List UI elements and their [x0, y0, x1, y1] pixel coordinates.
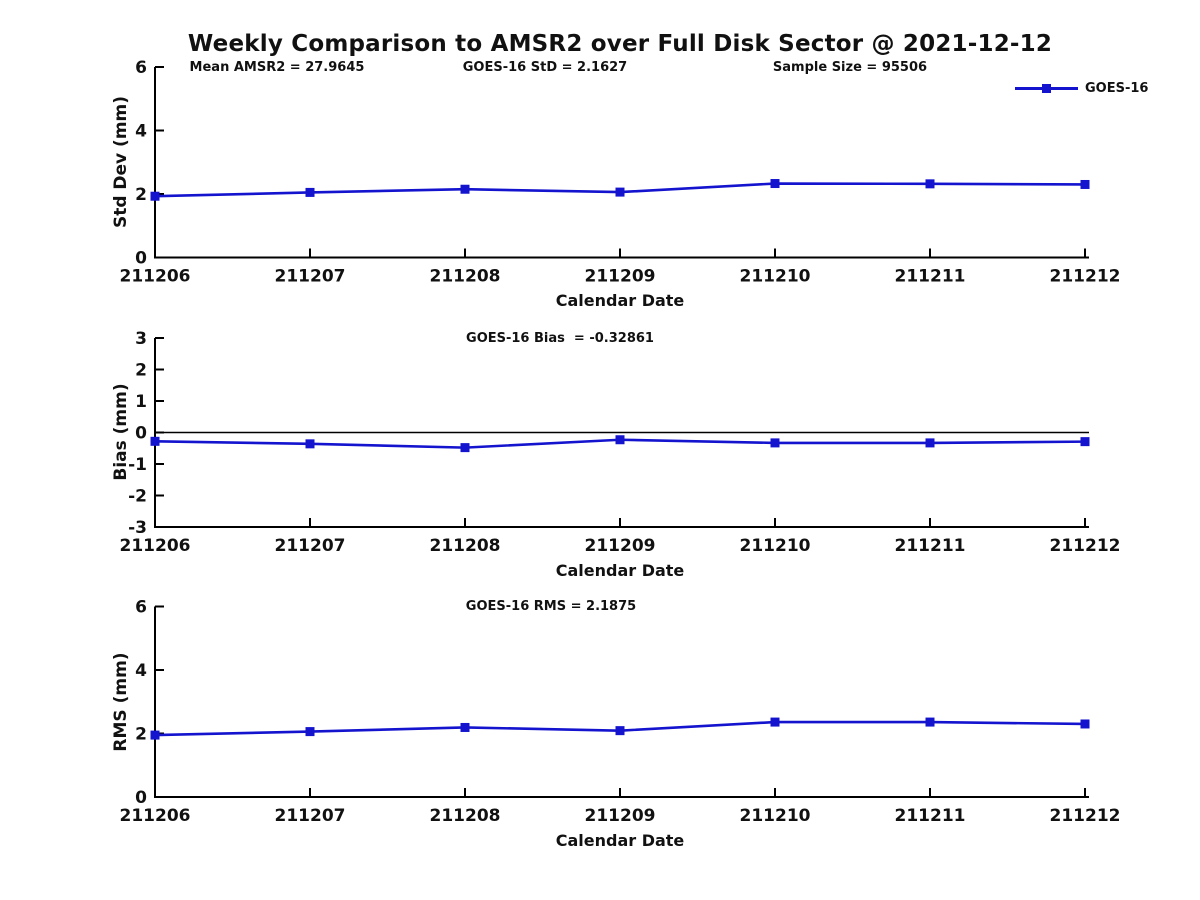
legend-square-marker-icon: [1042, 84, 1051, 93]
y-tick-label: 0: [135, 788, 147, 808]
data-point-marker: [1080, 719, 1090, 729]
x-tick-label: 211207: [275, 806, 346, 826]
data-point-marker: [305, 187, 315, 197]
y-tick-label: -1: [128, 455, 147, 475]
data-point-marker: [305, 727, 315, 737]
y-tick-label: 1: [135, 392, 147, 412]
y-tick-label: 0: [135, 249, 147, 269]
x-tick-label: 211210: [740, 806, 811, 826]
x-tick-label: 211207: [275, 536, 346, 556]
y-axis-label-bias: Bias (mm): [111, 383, 131, 481]
data-point-marker: [150, 436, 160, 446]
chart-title: Weekly Comparison to AMSR2 over Full Dis…: [187, 31, 1053, 57]
x-tick-label: 211211: [895, 536, 966, 556]
x-tick-label: 211211: [895, 267, 966, 287]
y-tick-label: 4: [135, 122, 147, 142]
x-tick-label: 211212: [1050, 536, 1121, 556]
x-tick-label: 211209: [585, 536, 656, 556]
legend-label: GOES-16: [1085, 81, 1149, 96]
data-point-marker: [770, 717, 780, 727]
data-point-marker: [1080, 179, 1090, 189]
x-tick-label: 211209: [585, 806, 656, 826]
axis-frame: [154, 606, 1089, 798]
data-point-marker: [925, 717, 935, 727]
x-tick-label: 211209: [585, 267, 656, 287]
data-point-marker: [460, 722, 470, 732]
y-tick-label: 2: [135, 361, 147, 381]
data-point-marker: [770, 438, 780, 448]
x-tick-label: 211211: [895, 806, 966, 826]
axis-frame: [154, 67, 1089, 259]
y-tick-label: 2: [135, 725, 147, 745]
annotation-goes16-bias: GOES-16 Bias = -0.32861: [466, 331, 654, 346]
x-tick-label: 211212: [1050, 267, 1121, 287]
x-tick-label: 211210: [740, 536, 811, 556]
data-point-marker: [615, 726, 625, 736]
annotation-goes16-std: GOES-16 StD = 2.1627: [462, 60, 628, 75]
data-point-marker: [460, 443, 470, 453]
x-axis-label-calendar-date: Calendar Date: [555, 831, 685, 850]
x-axis-label-calendar-date: Calendar Date: [555, 561, 685, 580]
data-point-marker: [770, 179, 780, 189]
annotation-sample-size: Sample Size = 95506: [772, 60, 928, 75]
x-tick-label: 211208: [430, 536, 501, 556]
x-tick-label: 211212: [1050, 806, 1121, 826]
y-tick-label: 6: [135, 598, 147, 618]
x-tick-label: 211207: [275, 267, 346, 287]
data-point-marker: [925, 179, 935, 189]
data-point-marker: [615, 435, 625, 445]
data-point-marker: [615, 187, 625, 197]
y-tick-label: 2: [135, 185, 147, 205]
x-tick-label: 211208: [430, 267, 501, 287]
data-point-marker: [150, 730, 160, 740]
annotation-mean-amsr2: Mean AMSR2 = 27.9645: [189, 60, 365, 75]
annotation-goes16-rms: GOES-16 RMS = 2.1875: [465, 599, 637, 614]
x-tick-label: 211206: [120, 267, 191, 287]
x-tick-label: 211206: [120, 536, 191, 556]
x-axis-label-calendar-date: Calendar Date: [555, 291, 685, 310]
x-tick-label: 211210: [740, 267, 811, 287]
y-axis-label-rms: RMS (mm): [111, 652, 131, 752]
y-tick-label: 0: [135, 424, 147, 444]
y-tick-label: -3: [128, 518, 147, 538]
x-tick-label: 211206: [120, 806, 191, 826]
y-tick-label: 4: [135, 661, 147, 681]
data-point-marker: [150, 191, 160, 201]
data-point-marker: [305, 439, 315, 449]
y-tick-label: -2: [128, 487, 147, 507]
y-tick-label: 6: [135, 58, 147, 78]
data-point-marker: [925, 438, 935, 448]
y-tick-label: 3: [135, 329, 147, 349]
data-point-marker: [1080, 437, 1090, 447]
x-tick-label: 211208: [430, 806, 501, 826]
y-axis-label-stddev: Std Dev (mm): [111, 95, 131, 229]
data-point-marker: [460, 184, 470, 194]
